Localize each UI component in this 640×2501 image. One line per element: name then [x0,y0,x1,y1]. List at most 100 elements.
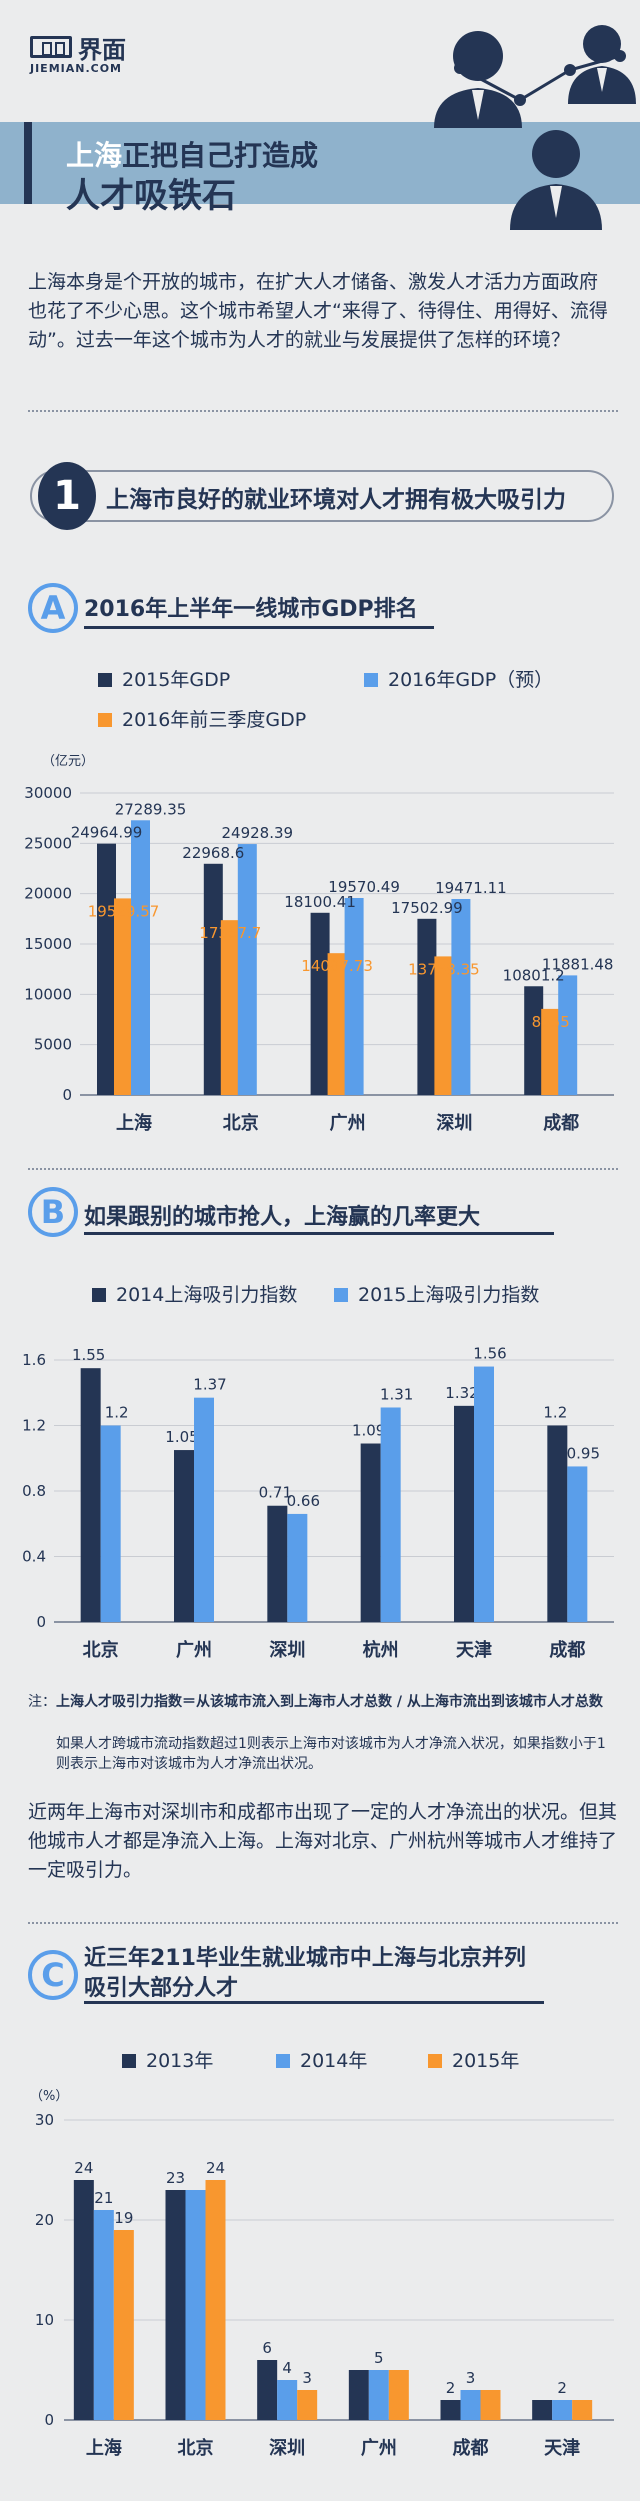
bar [440,2400,461,2420]
data-label: 2 [557,2379,567,2397]
data-label: 1.05 [165,1428,198,1446]
title-accent-bar [24,122,32,204]
chart-c-legend-2013: 2013年 [122,2046,213,2073]
data-label: 2 [446,2379,456,2397]
y-tick-label: 5000 [34,1036,72,1054]
section-1-banner [30,470,614,522]
chart-b-attraction-bar-chart: 0 0.4 0.8 1.2 1.6 1.55 1.2 北京 1.05 1.37 广州 0.710.66… [22,1345,614,1661]
bar [113,2230,134,2420]
data-label: 1.37 [193,1376,226,1394]
y-axis-unit: （亿元） [42,754,94,769]
chart-a-title: 2016年上半年一线城市GDP排名 [84,597,418,622]
bar [73,2180,94,2420]
bar [194,1397,214,1622]
intro-paragraph: 上海本身是个开放的城市，在扩大人才储备、激发人才活力方面政府也花了不少心思。这个… [28,271,608,351]
bar [541,1008,561,1095]
chart-a-legend-2015: 2015年GDP [98,665,230,692]
x-tick-label: 上海 [116,1112,152,1134]
legend-label: 2013年 [146,2050,214,2072]
bar [310,912,330,1095]
legend-label: 2015上海吸引力指数 [358,1284,540,1306]
data-label: 1.32 [445,1384,478,1402]
y-axis-unit: （%） [30,2089,68,2104]
y-tick-label: 1.6 [22,1351,46,1369]
bar [93,2210,114,2420]
legend-label: 2015年GDP [122,669,231,691]
chart-b-title-underline [84,1232,554,1235]
bar [203,863,223,1095]
chart-c-title-line1: 近三年211毕业生就业城市中上海与北京并列 [84,1946,526,1971]
divider [28,1168,618,1170]
bar [344,897,364,1095]
chart-b-title: 如果跟别的城市抢人，上海赢的几率更大 [84,1205,481,1230]
x-tick-label: 天津 [456,1639,492,1661]
data-label: 0.71 [259,1484,292,1502]
bar [131,820,150,1095]
bar [567,1466,588,1622]
x-tick-label: 成都 [453,2437,489,2459]
note-formula: 上海人才吸引力指数＝从该城市流入到上海市人才总数 / 从上海市流出到该城市人才总… [56,1694,603,1710]
y-tick-label: 30 [35,2111,54,2129]
chart-a-letter: A [28,583,78,633]
y-tick-label: 0 [62,1086,72,1104]
data-label: 24964.99 [71,824,143,842]
x-tick-label: 北京 [223,1112,259,1134]
data-label: 0.95 [567,1444,600,1462]
note-prefix: 注： [28,1694,56,1710]
chart-a-legend-2016q3: 2016年前三季度GDP [98,705,306,732]
x-tick-label: 成都 [549,1639,585,1661]
data-label: 19 [114,2209,133,2227]
chart-c-letter: C [28,1950,78,2000]
data-label: 24 [74,2159,93,2177]
data-label: 11881.48 [542,955,614,973]
y-tick-label: 0 [36,1613,46,1631]
y-tick-label: 15000 [24,935,72,953]
data-label: 1.56 [473,1345,506,1363]
data-label: 17502.99 [391,899,463,917]
bar [165,2190,186,2420]
x-tick-label: 杭州 [363,1639,399,1661]
x-tick-label: 广州 [176,1639,212,1661]
chart-c-legend-2015: 2015年 [428,2046,519,2073]
chart-a-title-underline [84,626,434,629]
y-tick-label: 0 [44,2411,54,2429]
bar [97,843,116,1095]
bar [174,1450,194,1622]
legend-label: 2015年 [452,2050,520,2072]
legend-swatch-2014 [92,1288,106,1302]
chart-c-title-underline [84,2001,544,2004]
bar [388,2370,409,2420]
data-label: 22968.6 [182,844,244,862]
y-tick-label: 0.4 [22,1548,46,1566]
y-tick-label: 10000 [24,985,72,1003]
bar [277,2380,298,2420]
title-highlight: 上海 [66,139,123,172]
bar [532,2400,553,2420]
data-label: 24 [206,2159,225,2177]
data-label: 19529.57 [88,902,160,920]
y-tick-label: 25000 [24,834,72,852]
chart-b-letter: B [28,1187,78,1237]
x-tick-label: 北京 [178,2437,214,2459]
y-tick-label: 10 [35,2311,54,2329]
data-label: 1.2 [105,1404,129,1422]
x-tick-label: 深圳 [436,1112,472,1134]
bar [100,1425,121,1622]
x-tick-label: 上海 [86,2437,122,2459]
legend-label: 2016年GDP（预） [388,669,554,691]
data-label: 14087.73 [301,957,373,975]
data-label: 3 [302,2369,312,2387]
title-rest: 正把自己打造成 [122,139,319,172]
legend-swatch-2015 [428,2054,442,2068]
bar [417,918,437,1095]
data-label: 23 [166,2169,185,2187]
bar [348,2370,369,2420]
logo-text: 界面 [78,36,126,64]
page-title-line1: 上海正把自己打造成 [66,134,318,174]
chart-a-gdp-bar-chart: （亿元） 0 5000 10000 15000 20000 25000 30000 上海 2496… [24,754,614,1134]
bar [287,1513,308,1622]
bar [380,1407,401,1622]
bar [80,1368,101,1622]
x-tick-label: 成都 [543,1112,579,1134]
